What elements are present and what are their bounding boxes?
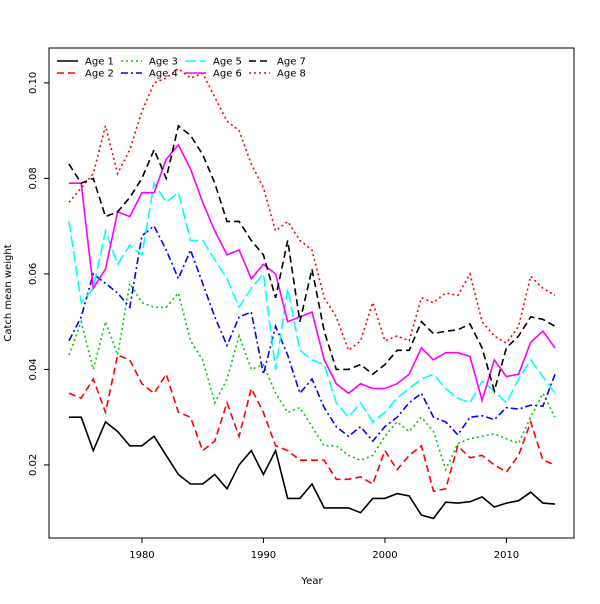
legend-label: Age 6 <box>213 69 242 80</box>
x-tick-label: 1990 <box>251 550 276 561</box>
series-layer <box>68 67 556 520</box>
x-tick-label: 1980 <box>129 550 154 561</box>
x-tick-label: 2010 <box>494 550 519 561</box>
legend-label: Age 1 <box>85 57 114 68</box>
series-line-age-8 <box>68 67 556 352</box>
series-line-age-6 <box>69 143 556 404</box>
legend-label: Age 3 <box>149 57 178 68</box>
legend-label: Age 4 <box>149 69 178 80</box>
legend-label: Age 2 <box>85 69 114 80</box>
y-axis-label: Catch mean weight <box>3 244 14 341</box>
series-line-age-1 <box>69 416 556 520</box>
y-tick-label: 0.08 <box>28 167 39 189</box>
legend-label: Age 5 <box>213 57 242 68</box>
y-axis: 0.02 0.04 0.06 0.08 0.10 <box>28 72 49 476</box>
x-axis-label: Year <box>300 576 323 587</box>
y-tick-label: 0.10 <box>28 72 39 94</box>
y-tick-label: 0.02 <box>28 454 39 476</box>
y-tick-label: 0.06 <box>28 263 39 285</box>
y-tick-label: 0.04 <box>28 358 39 380</box>
x-axis: 1980 1990 2000 2010 <box>129 538 519 561</box>
series-line-age-4 <box>68 224 556 443</box>
plot-frame <box>48 47 575 539</box>
legend-label: Age 8 <box>277 69 306 80</box>
x-tick-label: 2000 <box>372 550 397 561</box>
series-line-age-2 <box>68 354 556 493</box>
legend-label: Age 7 <box>277 57 306 68</box>
series-line-age-5 <box>68 181 556 424</box>
